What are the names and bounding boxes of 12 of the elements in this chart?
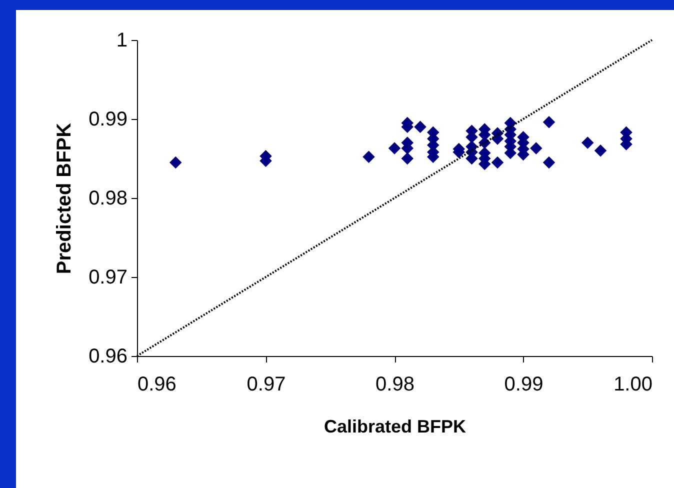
y-tick-label: 0.96	[88, 346, 128, 368]
x-axis-title: Calibrated BFPK	[324, 416, 466, 436]
x-tick-label: 0.97	[246, 374, 286, 396]
x-tick-label: 0.98	[376, 374, 414, 396]
y-axis-title: Predicted BFPK	[54, 122, 76, 274]
x-tick-label: 0.96	[138, 374, 176, 396]
y-tick-label: 0.99	[88, 108, 128, 130]
x-tick-label: 1.00	[614, 374, 652, 396]
y-tick-label: 0.97	[88, 266, 128, 288]
y-tick-label: 0.98	[88, 188, 128, 210]
x-tick-label: 0.99	[504, 374, 544, 396]
y-tick-label: 1	[116, 30, 128, 52]
